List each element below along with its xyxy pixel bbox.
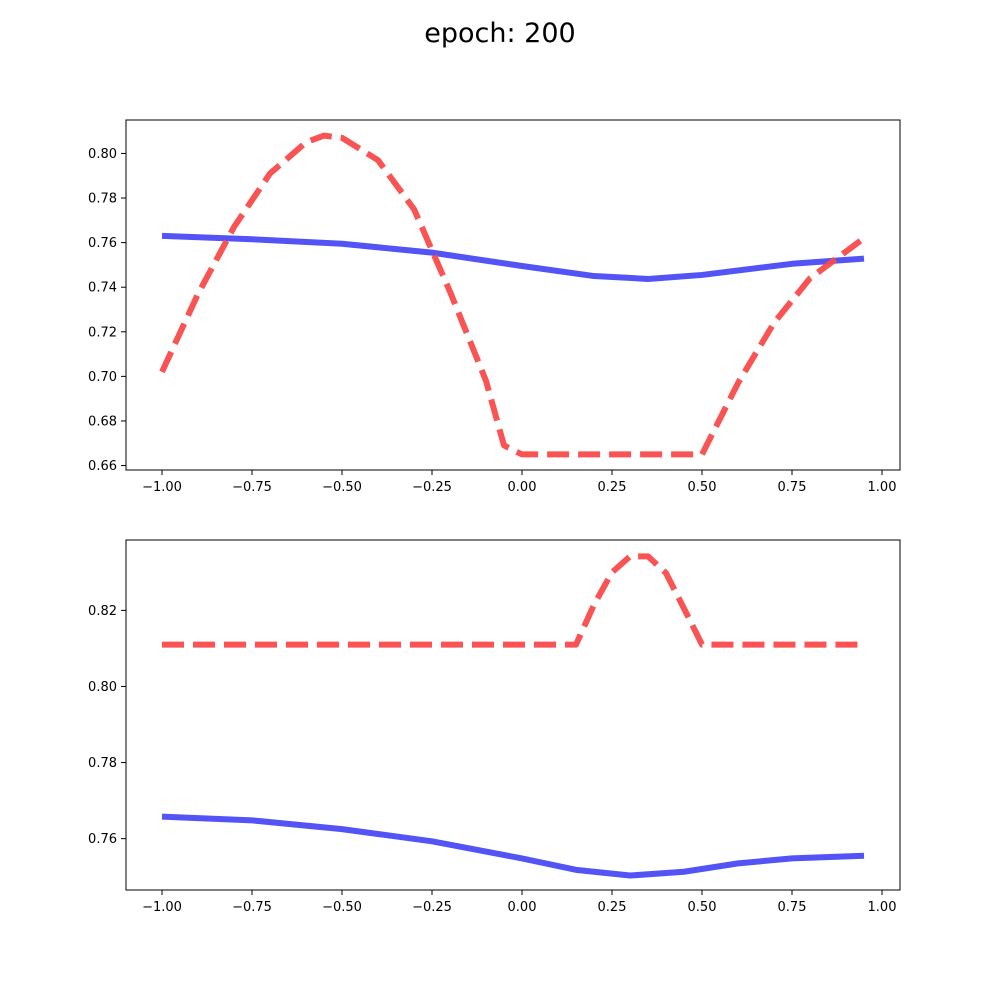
series-line-solid-blue [161, 232, 865, 282]
x-tick-label: −1.00 [142, 900, 182, 915]
y-tick-label: 0.80 [88, 680, 117, 695]
y-tick-label: 0.74 [88, 281, 117, 296]
y-tick-label: 0.72 [88, 325, 117, 340]
y-tick-label: 0.76 [88, 236, 117, 251]
x-tick-label: 0.25 [598, 480, 627, 495]
x-tick-label: 0.50 [688, 480, 717, 495]
x-tick-label: 0.00 [508, 900, 537, 915]
x-tick-label: 0.25 [598, 900, 627, 915]
series-line-solid-blue [161, 813, 865, 879]
axes-frame [125, 539, 901, 891]
x-tick-label: 0.50 [688, 900, 717, 915]
x-tick-label: −0.25 [412, 900, 452, 915]
x-tick-label: −1.00 [142, 480, 182, 495]
x-tick-label: 1.00 [868, 480, 897, 495]
x-tick-label: −0.75 [232, 900, 272, 915]
y-tick-label: 0.82 [88, 604, 117, 619]
top-subplot: −1.00 −0.75 −0.50 −0.25 0.00 0.25 0.50 0.75 1.00… [88, 119, 901, 495]
y-tick-label: 0.70 [88, 370, 117, 385]
x-tick-label: −0.50 [322, 900, 362, 915]
axes-frame [125, 119, 901, 471]
x-tick-label: 0.00 [508, 480, 537, 495]
x-tick-label: 0.75 [778, 480, 807, 495]
figure-title: epoch: 200 [424, 18, 575, 49]
x-tick-label: 0.75 [778, 900, 807, 915]
y-tick-label: 0.78 [88, 192, 117, 207]
y-tick-label: 0.80 [88, 147, 117, 162]
y-tick-label: 0.78 [88, 756, 117, 771]
x-tick-label: −0.50 [322, 480, 362, 495]
bottom-subplot: −1.00 −0.75 −0.50 −0.25 0.00 0.25 0.50 0.75 1.00… [88, 539, 901, 915]
y-tick-label: 0.68 [88, 414, 117, 429]
y-tick-label: 0.66 [88, 459, 117, 474]
x-tick-label: −0.75 [232, 480, 272, 495]
x-tick-label: 1.00 [868, 900, 897, 915]
x-tick-label: −0.25 [412, 480, 452, 495]
series-line-dashed-red [159, 132, 866, 458]
series-line-dashed-red [162, 553, 864, 648]
y-tick-label: 0.76 [88, 832, 117, 847]
